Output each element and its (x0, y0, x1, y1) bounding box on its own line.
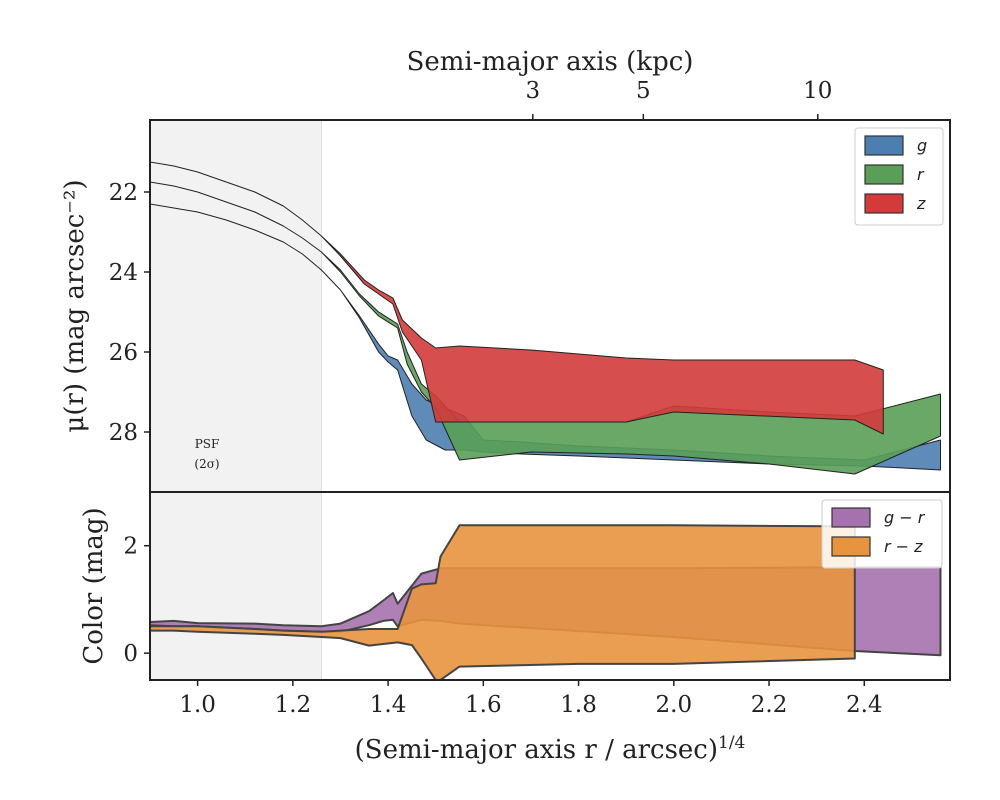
top-tick-label: 3 (525, 78, 540, 104)
x-tick-label: 2.4 (846, 692, 883, 718)
y-tick-label: 24 (109, 260, 138, 286)
legend-colors-label: r − z (884, 537, 923, 556)
x-tick-label: 2.2 (751, 692, 788, 718)
legend-colors-label: g − r (884, 508, 926, 527)
legend-bands-swatch (864, 164, 904, 185)
top-tick-label: 10 (803, 78, 832, 104)
y-tick-label: 0 (123, 641, 138, 667)
bottom-panel-frame (149, 491, 951, 681)
x-tick-label: 2.0 (656, 692, 693, 718)
series-band-r (150, 181, 941, 475)
x-tick-label: 1.4 (370, 692, 407, 718)
psf-label: PSF (195, 437, 220, 451)
y-tick-label: 22 (109, 180, 138, 206)
legend-bands-swatch (864, 135, 904, 156)
x-axis-title-exponent: 1/4 (718, 733, 745, 753)
top-axis-title: Semi-major axis (kpc) (407, 47, 694, 77)
x-tick-label: 1.8 (560, 692, 597, 718)
psf-band (150, 120, 322, 680)
psf-sigma-label: (2σ) (194, 457, 219, 471)
y-tick-label: 26 (109, 340, 138, 366)
legend-bands-swatch (864, 193, 904, 214)
top-y-axis-title: μ(r) (mag arcsec⁻²) (60, 179, 90, 432)
legend-colors-swatch (831, 536, 871, 557)
surface-brightness-series (150, 161, 941, 475)
top-tick-label: 5 (636, 78, 651, 104)
y-tick-label: 28 (109, 420, 138, 446)
series-band-g (150, 203, 941, 471)
color-series (150, 524, 942, 680)
x-tick-label: 1.2 (275, 692, 312, 718)
legend-bands-label: z (916, 194, 926, 213)
x-tick-label: 1.0 (179, 692, 216, 718)
x-axis-title-main: (Semi-major axis r / arcsec) (355, 735, 718, 765)
y-tick-label: 2 (123, 534, 138, 560)
bottom-y-axis-title: Color (mag) (79, 507, 109, 664)
legend-colors-swatch (831, 507, 871, 528)
series-band-z (150, 161, 884, 435)
series-band-r-z (150, 524, 856, 680)
legend-bands: grz (854, 127, 944, 226)
legend-bands-label: r (917, 165, 925, 184)
x-tick-label: 1.6 (465, 692, 502, 718)
legend-colors: g − r r − z (821, 499, 943, 569)
legend-bands-label: g (917, 136, 927, 155)
x-axis-title: (Semi-major axis r / arcsec)1/4 (355, 733, 746, 765)
